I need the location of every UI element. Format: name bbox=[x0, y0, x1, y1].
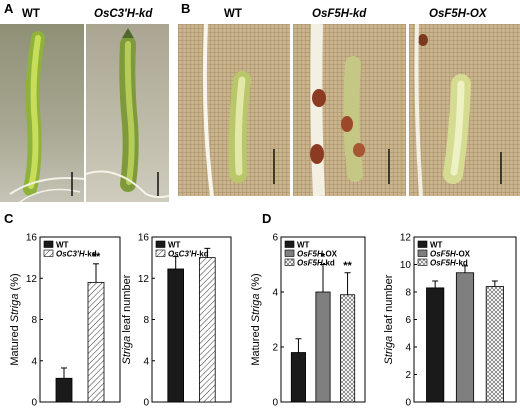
y-tick-label: 10 bbox=[400, 260, 412, 271]
legend-swatch bbox=[417, 258, 428, 266]
y-tick-label: 6 bbox=[272, 233, 278, 244]
legend-swatch bbox=[155, 240, 166, 248]
legend-label: WT bbox=[430, 240, 443, 249]
bar-osc3-h-kd bbox=[87, 281, 105, 403]
photo-a-wt bbox=[0, 24, 84, 202]
legend-swatch bbox=[284, 258, 295, 266]
legend-label: OsF5H-kd bbox=[430, 258, 468, 267]
y-tick-label: 12 bbox=[26, 274, 38, 285]
y-tick-label: 12 bbox=[400, 233, 412, 244]
y-tick-label: 16 bbox=[26, 233, 38, 244]
bar-wt bbox=[426, 287, 445, 403]
photo-title-b-osf5h-ox: OsF5H-OX bbox=[429, 8, 487, 20]
bar-osf5h-ox bbox=[315, 291, 331, 403]
legend-label: WT bbox=[168, 240, 181, 249]
significance-mark: ** bbox=[92, 251, 101, 263]
y-tick-label: 2 bbox=[405, 370, 411, 381]
legend-swatch bbox=[43, 240, 54, 248]
bar-wt bbox=[167, 268, 185, 403]
y-tick-label: 6 bbox=[405, 315, 411, 326]
y-tick-label: 8 bbox=[31, 315, 37, 326]
panel-label-b: B bbox=[181, 1, 191, 16]
legend-label: WT bbox=[56, 240, 69, 249]
y-axis-label: Matured Striga (%) bbox=[9, 273, 21, 365]
y-tick-label: 4 bbox=[31, 356, 37, 367]
legend-swatch bbox=[43, 249, 54, 257]
bar-osf5h-kd bbox=[485, 286, 504, 403]
photo-title-a-osc3h-kd: OsC3′H-kd bbox=[94, 8, 153, 20]
y-tick-label: 4 bbox=[143, 356, 149, 367]
y-tick-label: 0 bbox=[31, 398, 37, 409]
photo-b-osf5h-ox bbox=[409, 24, 520, 196]
bar-osf5h-kd bbox=[340, 294, 356, 403]
plot-frame bbox=[151, 236, 232, 403]
y-tick-label: 4 bbox=[272, 288, 278, 299]
y-tick-label: 4 bbox=[405, 343, 411, 354]
legend-swatch bbox=[417, 240, 428, 248]
legend-label: OsF5H-OX bbox=[297, 249, 338, 258]
y-tick-label: 0 bbox=[143, 398, 149, 409]
chart-d-right: 0 2 4 6 8 10 12 Striga leaf number WTOsF5H-OXOsF… bbox=[383, 233, 517, 409]
y-tick-label: 8 bbox=[405, 288, 411, 299]
y-tick-label: 0 bbox=[405, 398, 411, 409]
legend-swatch bbox=[155, 249, 166, 257]
bar-osc3-h-kd bbox=[198, 257, 216, 403]
legend-swatch bbox=[284, 240, 295, 248]
significance-mark: ** bbox=[343, 260, 352, 272]
legend-label: OsC3′H-kd bbox=[56, 249, 97, 258]
y-axis-label: Striga leaf number bbox=[383, 274, 395, 364]
y-tick-label: 0 bbox=[272, 398, 278, 409]
bar-osf5h-ox bbox=[455, 272, 475, 403]
photo-title-b-wt: WT bbox=[224, 8, 242, 20]
panel-label-a: A bbox=[4, 1, 14, 16]
photo-b-osf5h-kd bbox=[293, 24, 406, 196]
legend-swatch bbox=[284, 249, 295, 257]
legend-label: OsF5H-kd bbox=[297, 258, 335, 267]
legend-label: OsF5H-OX bbox=[430, 249, 471, 258]
panel-label-d: D bbox=[262, 211, 272, 226]
photo-b-wt bbox=[178, 24, 290, 196]
photo-title-b-osf5h-kd: OsF5H-kd bbox=[312, 8, 367, 20]
bar-wt bbox=[290, 352, 306, 403]
y-tick-label: 12 bbox=[138, 274, 150, 285]
y-tick-label: 16 bbox=[138, 233, 150, 244]
y-tick-label: 8 bbox=[143, 315, 149, 326]
plot-frame bbox=[39, 236, 121, 403]
legend-label: OsC3′H-kd bbox=[168, 249, 209, 258]
legend-swatch bbox=[417, 249, 428, 257]
significance-mark: * bbox=[321, 252, 326, 264]
bar-wt bbox=[55, 377, 73, 403]
photo-a-osc3h-kd bbox=[86, 24, 169, 202]
y-axis-label: Striga leaf number bbox=[121, 274, 133, 364]
photo-title-a-wt: WT bbox=[22, 8, 40, 20]
legend-label: WT bbox=[297, 240, 310, 249]
y-tick-label: 2 bbox=[272, 343, 278, 354]
panel-label-c: C bbox=[4, 211, 14, 226]
y-axis-label: Matured Striga (%) bbox=[250, 273, 262, 365]
